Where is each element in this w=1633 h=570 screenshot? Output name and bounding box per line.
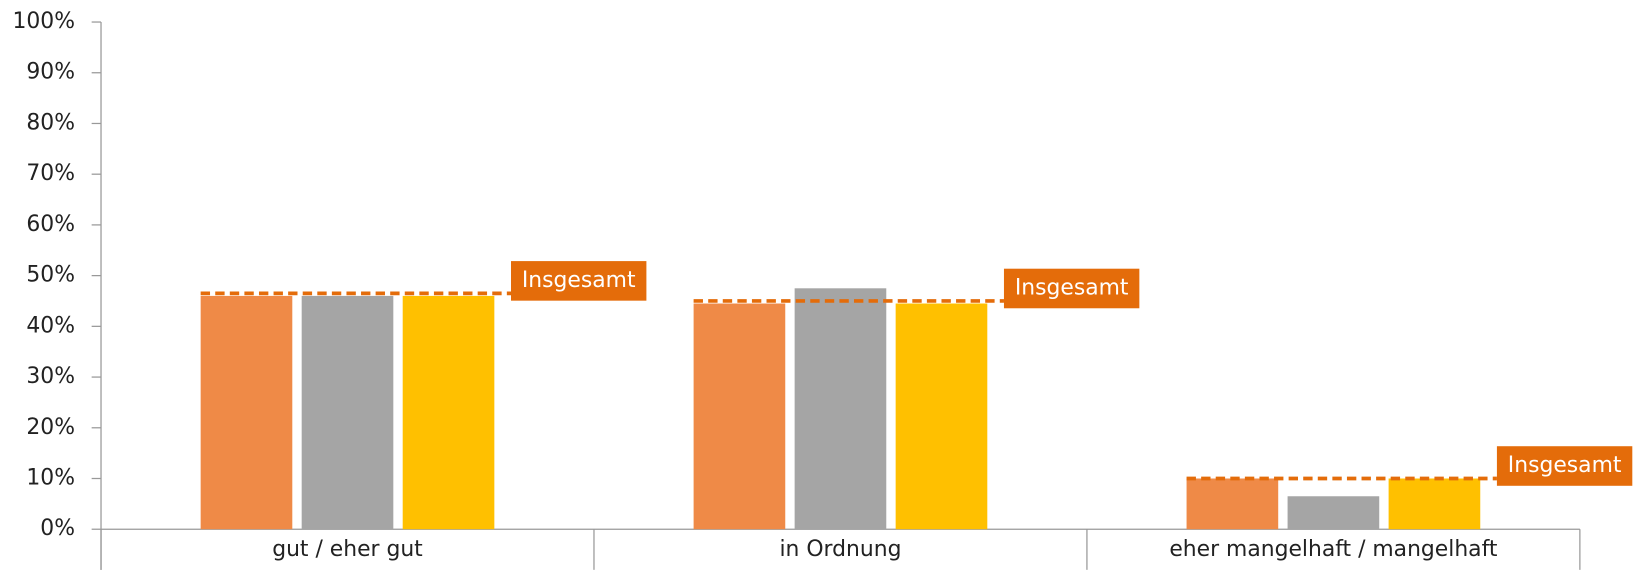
y-tick-label: 90% [26, 60, 75, 85]
bar [1287, 496, 1380, 530]
overall-label-box [1003, 268, 1140, 309]
x-tick-label: eher mangelhaft / mangelhaft [1169, 537, 1498, 562]
bar [402, 295, 495, 530]
overall-label: Insgesamt [522, 268, 636, 293]
overall-label: Insgesamt [1508, 453, 1622, 478]
y-tick-label: 0% [40, 516, 75, 541]
y-tick-label: 40% [26, 313, 75, 338]
y-tick-label: 100% [12, 9, 75, 34]
y-tick-label: 30% [26, 364, 75, 389]
y-tick-label: 20% [26, 415, 75, 440]
bar [301, 295, 394, 530]
y-tick-label: 70% [26, 161, 75, 186]
bar [1186, 478, 1279, 530]
bar [1388, 478, 1481, 530]
y-tick-label: 10% [26, 466, 75, 491]
x-tick-label: gut / eher gut [272, 537, 423, 562]
bar [693, 303, 786, 530]
y-tick-label: 60% [26, 212, 75, 237]
bar [794, 288, 887, 530]
bar [200, 295, 293, 530]
overall-label-box [511, 261, 647, 301]
overall-label: Insgesamt [1015, 275, 1129, 300]
x-tick-label: in Ordnung [779, 537, 901, 562]
bar [895, 303, 988, 530]
y-tick-label: 50% [26, 263, 75, 288]
y-tick-label: 80% [26, 110, 75, 135]
overall-label-box [1496, 446, 1633, 486]
